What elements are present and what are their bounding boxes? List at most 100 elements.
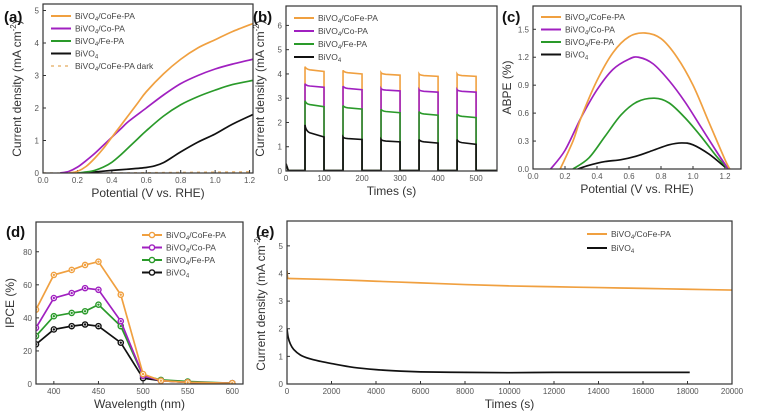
y-tick-label: 2 — [35, 104, 40, 113]
legend-marker — [148, 269, 156, 276]
data-point-fill — [52, 315, 56, 318]
legend-label: BiVO4 — [565, 50, 589, 62]
x-tick-label: 8000 — [456, 387, 474, 396]
data-point-fill — [159, 379, 163, 382]
y-tick-label: 3 — [35, 72, 40, 81]
x-tick-label: 0.6 — [141, 176, 153, 185]
data-point-fill — [83, 286, 87, 290]
y-tick-label: 5 — [279, 242, 284, 251]
x-tick-label: 500 — [469, 174, 483, 183]
data-point-fill — [97, 324, 100, 328]
data-point-fill — [70, 291, 73, 295]
y-tick-label: 5 — [35, 7, 40, 16]
legend-label: BiVO4/Fe-PA — [75, 36, 124, 48]
legend-label: BiVO4/Co-PA — [166, 243, 216, 255]
y-tick-label: 1.2 — [518, 53, 530, 62]
data-point-fill — [83, 323, 87, 326]
legend-marker — [148, 231, 156, 239]
panel-label: (d) — [6, 224, 25, 241]
data-point-fill — [70, 268, 73, 272]
data-point-fill — [141, 372, 145, 376]
series-line — [572, 97, 729, 169]
data-point-fill — [119, 341, 122, 344]
x-tick-label: 450 — [92, 387, 106, 396]
data-point-fill — [119, 324, 122, 328]
x-tick-label: 0.8 — [655, 172, 667, 181]
legend-label: BiVO4 — [611, 243, 635, 255]
x-tick-label: 0.4 — [106, 176, 118, 185]
panel-label: (b) — [253, 9, 272, 26]
y-axis-label: Current density (mA cm-2) — [252, 20, 267, 157]
y-tick-label: 1 — [35, 137, 40, 146]
series-line — [287, 270, 732, 291]
x-tick-label: 12000 — [543, 387, 566, 396]
x-tick-label: 16000 — [632, 387, 655, 396]
x-tick-label: 18000 — [676, 387, 699, 396]
data-point-fill — [52, 328, 56, 331]
legend-label: BiVO4/Fe-PA — [166, 255, 215, 267]
y-tick-label: 0.3 — [518, 137, 530, 146]
data-point-fill — [52, 273, 56, 277]
series-line — [286, 124, 497, 171]
x-tick-label: 400 — [47, 387, 61, 396]
y-tick-label: 0 — [278, 167, 283, 176]
x-tick-label: 500 — [136, 387, 150, 396]
plot-area — [549, 32, 731, 169]
legend-marker — [148, 256, 156, 264]
plot-frame — [285, 5, 498, 172]
y-tick-label: 40 — [23, 314, 32, 323]
y-tick-label: 20 — [23, 347, 32, 356]
plot-frame — [532, 5, 742, 170]
y-tick-label: 0 — [35, 169, 40, 178]
series-line — [68, 22, 253, 173]
x-tick-label: 550 — [181, 387, 195, 396]
legend-label: BiVO4/CoFe-PA — [166, 230, 226, 242]
legend: BiVO4/CoFe-PABiVO4/Co-PABiVO4/Fe-PABiVO4… — [51, 11, 154, 73]
panel-e: (e) 0 2000 4000 6000 8000 10000 12000 14000 16000… — [253, 220, 744, 411]
y-tick-label: 4 — [35, 39, 40, 48]
x-tick-label: 1.2 — [719, 172, 731, 181]
x-tick-label: 0.2 — [559, 172, 571, 181]
series-line — [286, 66, 497, 171]
series-line — [36, 260, 233, 384]
y-axis-label: Current density (mA cm-2) — [9, 20, 24, 157]
x-axis-label: Potential (V vs. RHE) — [91, 186, 204, 200]
legend-label: BiVO4/CoFe-PA — [565, 12, 625, 24]
legend-label: BiVO4/Co-PA — [318, 26, 368, 38]
x-tick-label: 0.6 — [623, 172, 635, 181]
data-point-fill — [52, 296, 56, 300]
data-point-fill — [119, 293, 122, 296]
legend-label: BiVO4/CoFe-PA dark — [75, 61, 154, 73]
series-line — [36, 287, 233, 384]
series-line — [549, 56, 729, 169]
y-axis-label: ABPE (%) — [500, 60, 514, 114]
y-tick-label: 3 — [279, 297, 284, 306]
x-axis-label: Times (s) — [367, 184, 417, 198]
series-line — [286, 100, 497, 171]
legend-marker — [148, 244, 156, 251]
x-tick-label: 0.4 — [591, 172, 603, 181]
x-tick-label: 300 — [393, 174, 407, 183]
legend-label: BiVO4/Fe-PA — [318, 39, 367, 51]
series-line — [287, 328, 690, 374]
y-tick-label: 4 — [279, 269, 284, 278]
x-tick-label: 600 — [226, 387, 240, 396]
series-line — [559, 32, 731, 169]
plot-area — [287, 270, 732, 374]
x-tick-label: 4000 — [367, 387, 385, 396]
panel-label: (a) — [4, 9, 22, 26]
legend-label: BiVO4 — [75, 49, 99, 61]
legend-label: BiVO4 — [166, 268, 190, 280]
x-tick-label: 200 — [355, 174, 369, 183]
x-tick-label: 0 — [284, 174, 289, 183]
panel-label: (e) — [256, 224, 274, 241]
plot-frame — [35, 221, 244, 385]
x-tick-label: 14000 — [587, 387, 610, 396]
x-tick-label: 0.0 — [527, 172, 539, 181]
x-tick-label: 0.0 — [37, 176, 49, 185]
data-point-fill — [97, 288, 100, 291]
y-tick-label: 1 — [279, 352, 284, 361]
